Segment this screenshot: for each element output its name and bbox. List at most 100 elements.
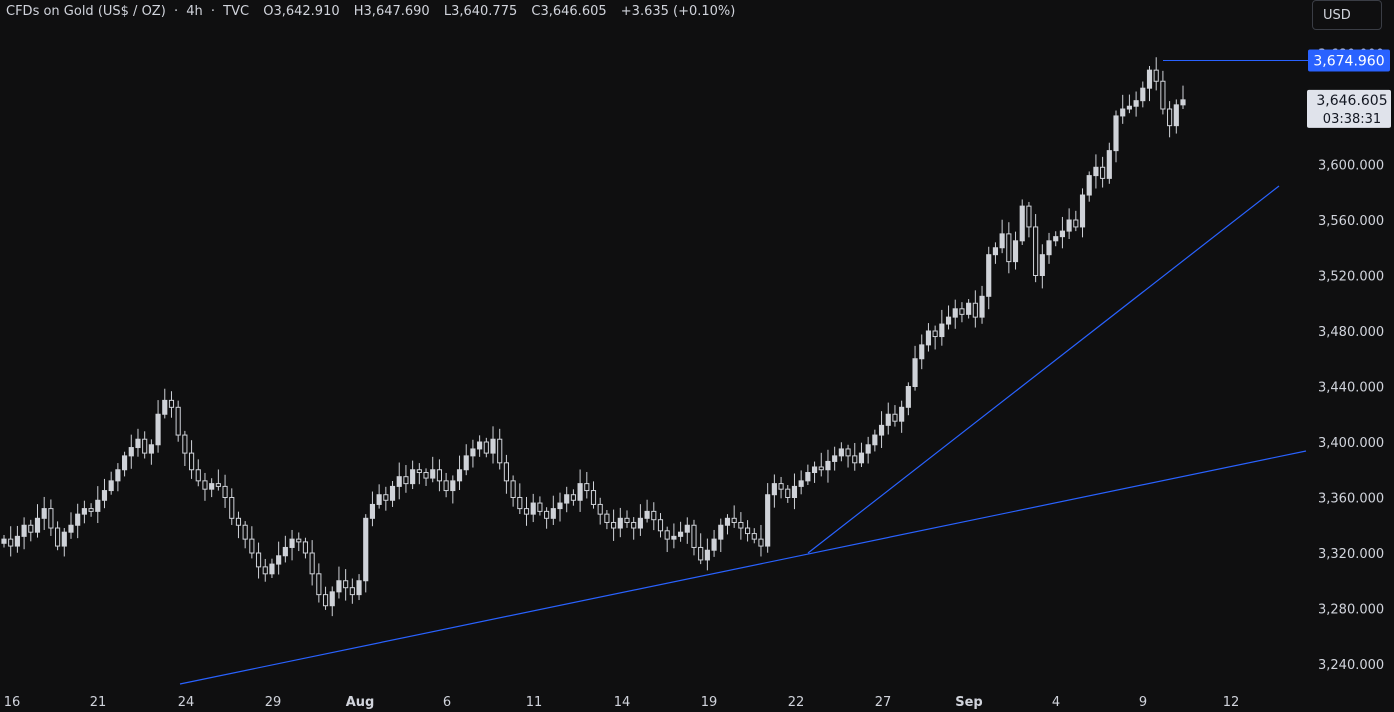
candle	[972, 302, 978, 318]
candle	[939, 323, 945, 338]
candle	[1120, 108, 1126, 117]
candle	[296, 538, 302, 543]
time-tick-label: 21	[90, 695, 107, 710]
candle	[363, 517, 369, 582]
candle	[865, 444, 871, 454]
price-tick-label: 3,440.000	[1318, 381, 1384, 396]
candle	[68, 524, 74, 533]
candle	[122, 455, 128, 471]
candle	[302, 541, 309, 554]
candle	[34, 517, 41, 533]
candle	[979, 295, 985, 318]
candle	[912, 358, 918, 387]
candle	[329, 591, 335, 607]
candle	[657, 519, 664, 532]
candle	[108, 480, 114, 492]
candle	[115, 469, 121, 482]
candle	[188, 452, 195, 471]
candle	[483, 441, 489, 454]
trendline-long-term[interactable]	[179, 450, 1307, 685]
candle	[738, 521, 744, 529]
last-price-label-bg	[1307, 89, 1391, 128]
candle	[48, 508, 54, 529]
candle	[791, 485, 798, 498]
candle	[878, 424, 885, 436]
candle	[1073, 219, 1079, 228]
candle	[463, 455, 469, 471]
time-tick-label: 22	[788, 695, 805, 710]
candle	[691, 524, 697, 548]
candle	[1146, 69, 1153, 89]
candle	[28, 524, 34, 533]
candle	[477, 441, 483, 450]
candle	[684, 524, 690, 533]
candle	[785, 488, 791, 498]
candle	[497, 438, 503, 464]
candle	[537, 502, 543, 512]
candle	[21, 524, 27, 537]
candle	[798, 480, 804, 487]
time-tick-label: Sep	[955, 695, 983, 710]
candle	[148, 444, 154, 454]
candle	[376, 494, 382, 505]
candle	[986, 254, 992, 297]
high-price-label: 3,674.960	[1313, 53, 1384, 69]
time-tick-label: 14	[614, 695, 631, 710]
candle	[456, 469, 463, 482]
candle	[336, 580, 342, 593]
candle	[564, 494, 570, 504]
candle	[1106, 150, 1112, 179]
candle	[1086, 175, 1092, 196]
price-tick-label: 3,480.000	[1318, 325, 1384, 340]
candle	[678, 531, 684, 537]
candle	[61, 531, 67, 547]
candle	[14, 535, 20, 547]
candle	[637, 517, 643, 529]
candle	[530, 502, 536, 515]
candle	[718, 524, 724, 540]
candle	[1012, 240, 1019, 263]
candle	[503, 462, 509, 482]
candle	[510, 480, 516, 499]
interval[interactable]: 4h	[186, 4, 203, 19]
candle	[349, 587, 355, 596]
candle	[845, 448, 851, 457]
candle	[1173, 104, 1179, 127]
candle	[389, 485, 396, 501]
candle	[1039, 254, 1045, 276]
candle	[209, 483, 215, 490]
candle	[765, 494, 771, 547]
trendline-steep[interactable]	[807, 185, 1280, 554]
candle	[410, 469, 416, 485]
candle	[1140, 87, 1146, 102]
time-tick-label: 16	[4, 695, 21, 710]
candle	[644, 510, 650, 519]
candle	[778, 483, 784, 490]
time-tick-label: 19	[701, 695, 718, 710]
candle	[885, 413, 891, 426]
candle	[899, 406, 905, 422]
price-tick-label: 3,360.000	[1318, 492, 1384, 507]
candle	[919, 344, 925, 360]
candle	[316, 573, 322, 596]
currency-button[interactable]: USD	[1312, 0, 1382, 30]
price-tick-label: 3,400.000	[1318, 436, 1384, 451]
candle	[631, 521, 637, 529]
candle	[611, 521, 617, 529]
candle	[95, 499, 101, 512]
price-tick-label: 3,560.000	[1318, 214, 1384, 229]
candle	[711, 538, 717, 551]
candle	[255, 552, 262, 568]
candle	[443, 480, 449, 492]
candle	[1006, 233, 1012, 263]
high-value: H3,647.690	[353, 4, 430, 19]
symbol-name[interactable]: CFDs on Gold (US$ / OZ)	[6, 4, 166, 19]
candle	[858, 452, 865, 464]
candle	[222, 485, 228, 498]
time-tick-label: 12	[1223, 695, 1240, 710]
candle	[811, 466, 818, 474]
candle	[832, 455, 838, 462]
candle	[1180, 99, 1186, 106]
